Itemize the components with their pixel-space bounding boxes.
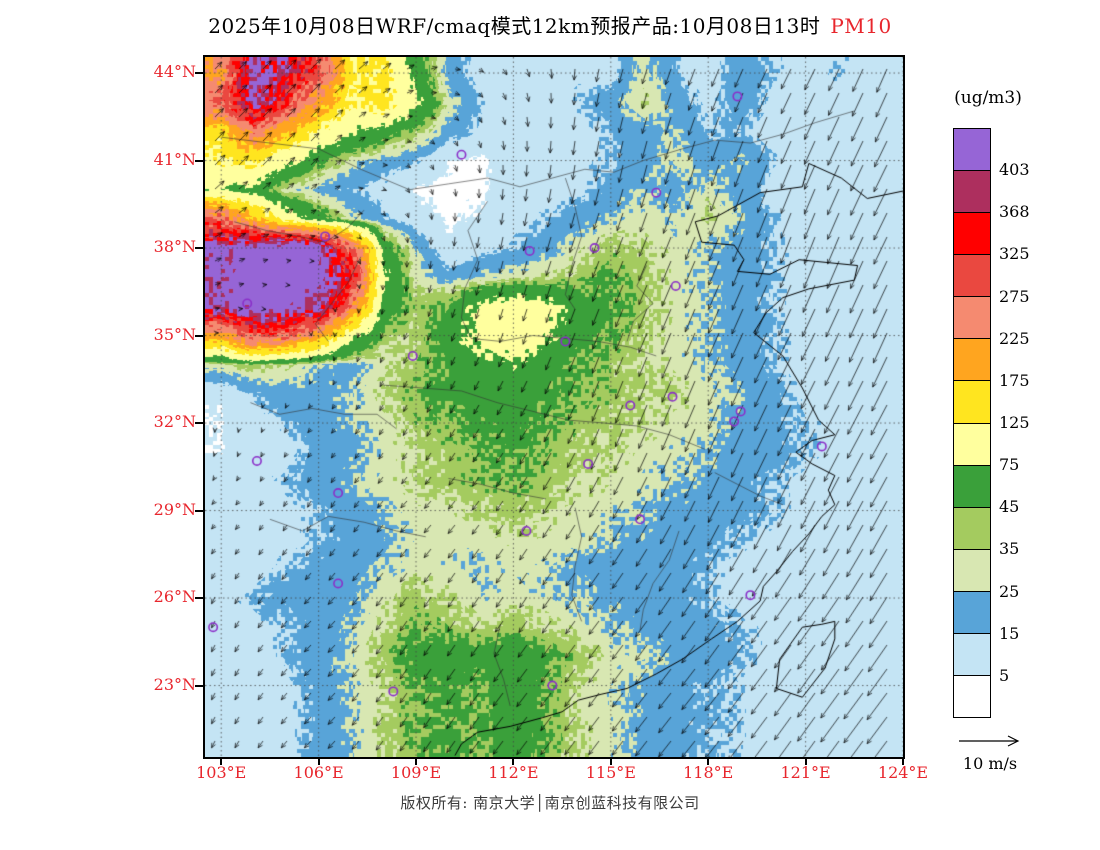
- axis-tick: [195, 159, 203, 162]
- axis-tick: [317, 759, 320, 765]
- axis-tick: [195, 72, 203, 75]
- x-tick-label: 124°E: [877, 763, 929, 782]
- colorbar-cell: [954, 465, 990, 508]
- colorbar-value-label: 25: [999, 581, 1020, 601]
- colorbar-value-label: 45: [999, 497, 1020, 517]
- colorbar-cell: [954, 507, 990, 550]
- colorbar-cell: [954, 676, 990, 718]
- colorbar-cell: [954, 549, 990, 592]
- colorbar-value-label: 403: [999, 160, 1030, 180]
- axis-tick: [707, 759, 710, 765]
- copyright-text: 版权所有: 南京大学│南京创蓝科技有限公司: [400, 794, 700, 812]
- colorbar-value-label: 368: [999, 202, 1030, 222]
- title-pollutant: PM10: [830, 14, 892, 38]
- colorbar-value-label: 125: [999, 413, 1030, 432]
- y-tick-label: 29°N: [153, 499, 196, 519]
- colorbar-unit-label: (ug/m3): [954, 88, 1022, 108]
- x-tick-label: 106°E: [293, 763, 344, 782]
- colorbar-cell: [954, 591, 990, 634]
- axis-tick: [415, 759, 418, 765]
- axis-tick: [512, 759, 515, 765]
- y-tick-label: 35°N: [153, 324, 196, 344]
- colorbar-value-label: 5: [999, 665, 1010, 685]
- colorbar-cell: [954, 129, 990, 172]
- axis-tick: [609, 759, 612, 765]
- title-text: 2025年10月08日WRF/cmaq模式12km预报产品:10月08日13时: [208, 14, 821, 38]
- wind-scale-arrow-icon: [959, 735, 1020, 747]
- x-tick-label: 121°E: [780, 763, 831, 782]
- figure-title: 2025年10月08日WRF/cmaq模式12km预报产品:10月08日13时 P…: [0, 10, 1100, 39]
- colorbar-value-label: 225: [999, 328, 1030, 348]
- y-tick-label: 26°N: [153, 587, 196, 607]
- y-tick-label: 32°N: [153, 412, 196, 432]
- wind-scale-label: 10 m/s: [962, 754, 1018, 773]
- colorbar-value-label: 75: [999, 455, 1020, 475]
- x-tick-label: 118°E: [683, 763, 734, 782]
- colorbar-value-label: 325: [999, 244, 1030, 264]
- y-tick-label: 38°N: [153, 237, 196, 257]
- y-tick-label: 23°N: [153, 674, 196, 694]
- x-tick-label: 112°E: [488, 763, 539, 782]
- axis-tick: [195, 422, 203, 425]
- colorbar-cell: [954, 381, 990, 424]
- colorbar-value-label: 15: [999, 623, 1020, 643]
- axis-tick: [902, 759, 904, 765]
- colorbar-cell: [954, 633, 990, 677]
- wind-scale-legend: 10 m/s: [942, 733, 1038, 773]
- axis-tick: [195, 334, 203, 337]
- colorbar-cell: [954, 171, 990, 214]
- colorbar-value-label: 175: [999, 370, 1030, 390]
- y-tick-label: 41°N: [153, 149, 196, 169]
- axis-tick: [804, 759, 807, 765]
- axis-tick: [195, 684, 203, 687]
- pm10-concentration-map: [205, 57, 903, 757]
- x-tick-label: 109°E: [390, 763, 442, 782]
- colorbar-cell: [954, 423, 990, 466]
- colorbar: [953, 128, 991, 718]
- x-tick-label: 115°E: [585, 763, 636, 782]
- axis-tick: [220, 759, 223, 765]
- axis-tick: [195, 597, 203, 600]
- colorbar-cell: [954, 213, 990, 256]
- colorbar-cell: [954, 255, 990, 298]
- y-tick-label: 44°N: [153, 62, 196, 82]
- colorbar-cell: [954, 339, 990, 382]
- colorbar-value-label: 35: [999, 539, 1020, 559]
- axis-tick: [195, 509, 203, 512]
- colorbar-cell: [954, 297, 990, 340]
- axis-tick: [195, 247, 203, 250]
- map-frame: [203, 55, 905, 759]
- colorbar-value-label: 275: [999, 286, 1030, 306]
- x-tick-label: 103°E: [196, 763, 247, 782]
